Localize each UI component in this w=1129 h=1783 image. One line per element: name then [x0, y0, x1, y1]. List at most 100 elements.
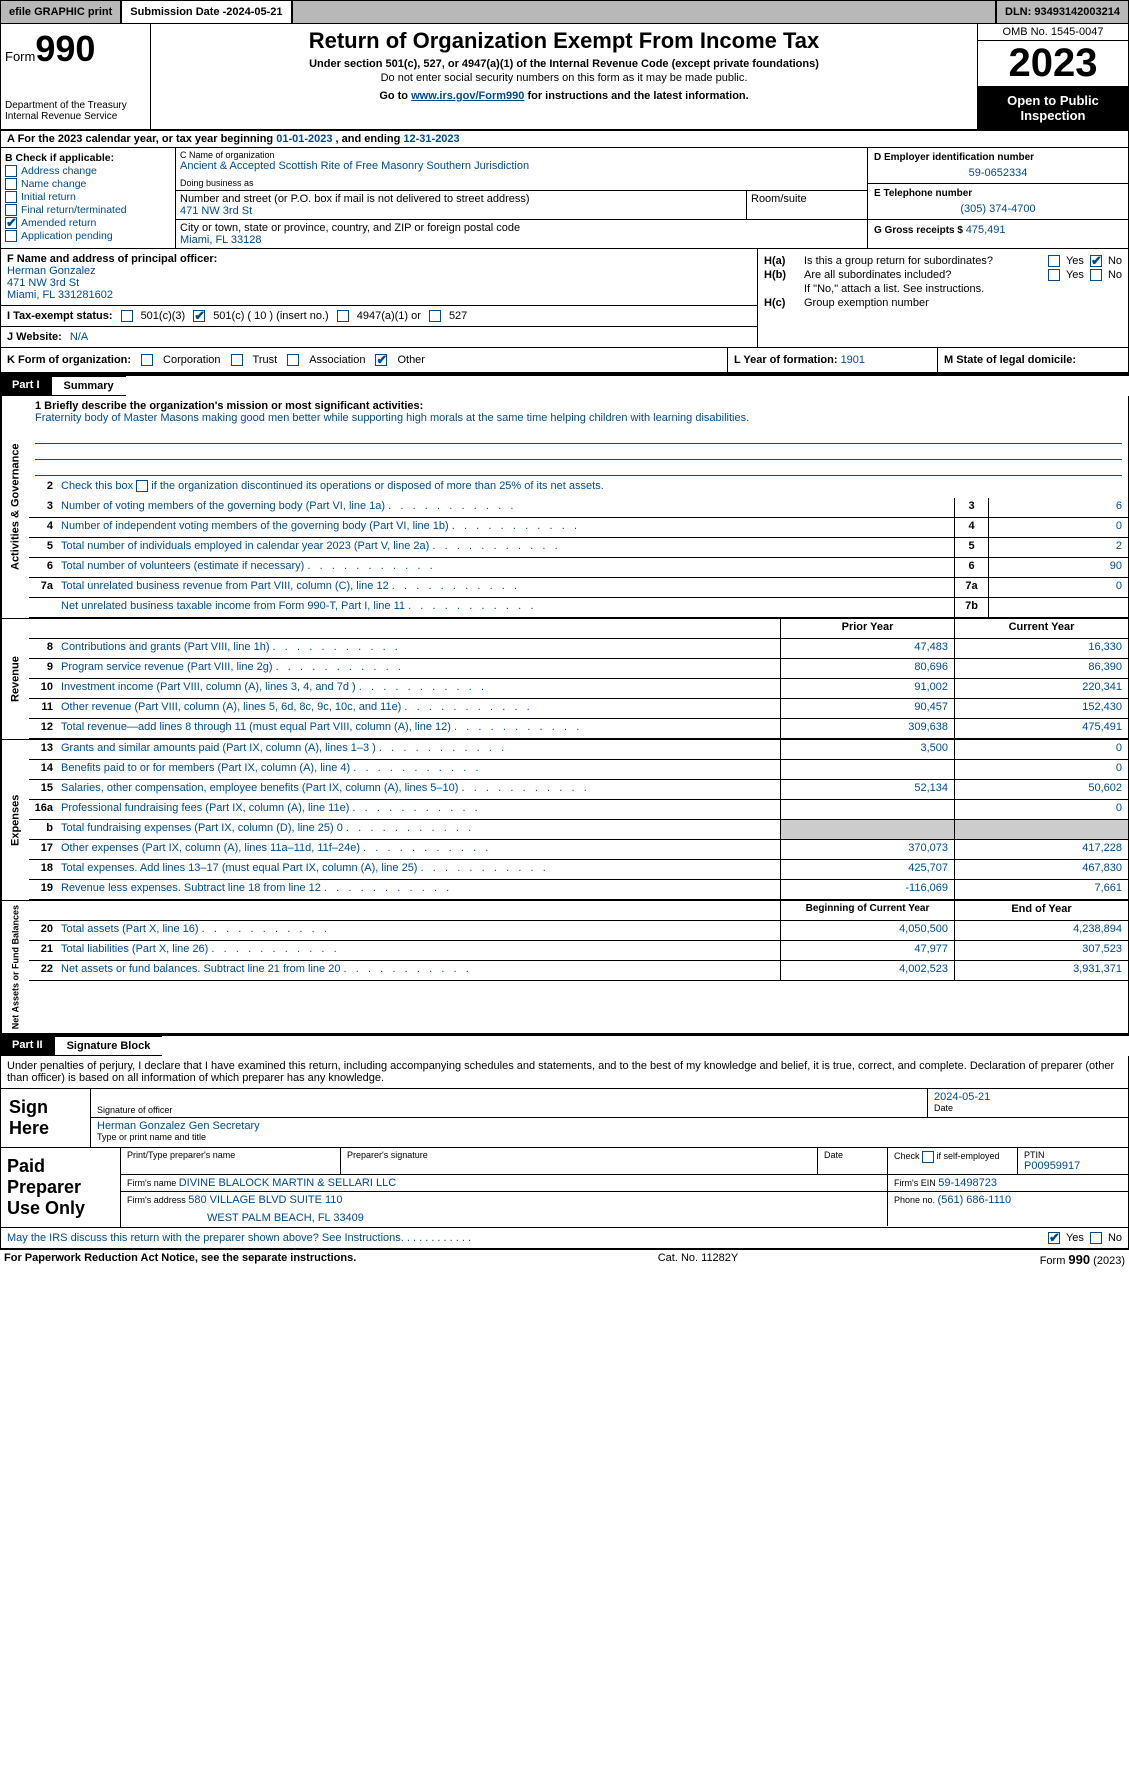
checkbox-icon[interactable]: [193, 310, 205, 322]
net-header: Beginning of Current Year End of Year: [29, 901, 1128, 921]
officer-addr2: Miami, FL 331281602: [7, 289, 751, 301]
room-label: Room/suite: [751, 193, 863, 205]
sig-date-cell: 2024-05-21 Date: [928, 1089, 1128, 1117]
chk-amended-return[interactable]: Amended return: [5, 217, 171, 229]
chk-initial-return[interactable]: Initial return: [5, 191, 171, 203]
checkbox-icon[interactable]: [287, 354, 299, 366]
goto-pre: Go to: [379, 90, 411, 102]
chk-label: Final return/terminated: [21, 204, 127, 216]
checkbox-icon[interactable]: [136, 480, 148, 492]
firm-ein-cell: Firm's EIN 59-1498723: [888, 1175, 1128, 1191]
box-b-label: B Check if applicable:: [5, 152, 171, 164]
checkbox-icon[interactable]: [121, 310, 133, 322]
firm-name: DIVINE BLALOCK MARTIN & SELLARI LLC: [179, 1177, 396, 1189]
j-label: J Website:: [7, 331, 62, 343]
efile-print[interactable]: efile GRAPHIC print: [1, 1, 122, 23]
header-right: OMB No. 1545-0047 2023 Open to Public In…: [978, 24, 1128, 129]
box-c: C Name of organization Ancient & Accepte…: [176, 148, 868, 248]
line-17: 17Other expenses (Part IX, column (A), l…: [29, 840, 1128, 860]
chk-final-return[interactable]: Final return/terminated: [5, 204, 171, 216]
checkbox-icon[interactable]: [429, 310, 441, 322]
sig-date-label: Date: [934, 1103, 1122, 1113]
checkbox-icon: [5, 165, 17, 177]
row-a-begin: 01-01-2023: [276, 133, 332, 145]
box-k: K Form of organization: Corporation Trus…: [1, 348, 728, 372]
may-irs-yn: Yes No: [1048, 1232, 1122, 1244]
checkbox-icon[interactable]: [1048, 1232, 1060, 1244]
checkbox-icon[interactable]: [1048, 255, 1060, 267]
checkbox-icon[interactable]: [1090, 1232, 1102, 1244]
mission-value: Fraternity body of Master Masons making …: [35, 412, 1122, 424]
checkbox-icon[interactable]: [141, 354, 153, 366]
checkbox-icon[interactable]: [337, 310, 349, 322]
checkbox-icon[interactable]: [1090, 255, 1102, 267]
room-cell: Room/suite: [747, 191, 867, 219]
firm-phone: (561) 686-1110: [938, 1194, 1012, 1206]
checkbox-icon[interactable]: [1048, 269, 1060, 281]
checkbox-icon[interactable]: [922, 1151, 934, 1163]
prep-date-label: Date: [824, 1150, 881, 1160]
line-5: 5Total number of individuals employed in…: [29, 538, 1128, 558]
k-label: K Form of organization:: [7, 354, 131, 366]
submission-date: Submission Date - 2024-05-21: [122, 1, 292, 23]
form-num: 990: [35, 28, 95, 69]
footer-cat: Cat. No. 11282Y: [658, 1252, 739, 1267]
part-2-num: Part II: [0, 1036, 55, 1054]
line-14: 14Benefits paid to or for members (Part …: [29, 760, 1128, 780]
hb-text: Are all subordinates included?: [804, 269, 1048, 281]
chk-app-pending[interactable]: Application pending: [5, 230, 171, 242]
k-assoc: Association: [309, 354, 365, 366]
line-4: 4Number of independent voting members of…: [29, 518, 1128, 538]
i-4947: 4947(a)(1) or: [357, 310, 421, 322]
net-body: Beginning of Current Year End of Year 20…: [29, 901, 1128, 1033]
goto-line: Go to www.irs.gov/Form990 for instructio…: [157, 90, 971, 102]
k-trust: Trust: [253, 354, 278, 366]
box-d: D Employer identification number 59-0652…: [868, 148, 1128, 248]
city-value: Miami, FL 33128: [180, 234, 863, 246]
officer-label: F Name and address of principal officer:: [7, 253, 751, 265]
checkbox-icon[interactable]: [231, 354, 243, 366]
k-other: Other: [397, 354, 425, 366]
part-2-title: Signature Block: [55, 1035, 163, 1055]
section-net-assets: Net Assets or Fund Balances Beginning of…: [0, 901, 1129, 1034]
paid-row-3: Firm's address 580 VILLAGE BLVD SUITE 11…: [121, 1192, 1128, 1226]
phone-value: (305) 374-4700: [874, 203, 1122, 215]
footer-form-year: (2023): [1090, 1255, 1125, 1267]
hb-label: H(b): [764, 269, 804, 281]
paid-right: Print/Type preparer's name Preparer's si…: [121, 1148, 1128, 1227]
row-a-pre: A For the 2023 calendar year, or tax yea…: [7, 133, 276, 145]
line-7a: 7aTotal unrelated business revenue from …: [29, 578, 1128, 598]
boxes-bcd: B Check if applicable: Address change Na…: [0, 148, 1129, 249]
line-11: 11Other revenue (Part VIII, column (A), …: [29, 699, 1128, 719]
prep-self-cell: Check if self-employed: [888, 1148, 1018, 1174]
line-22: 22Net assets or fund balances. Subtract …: [29, 961, 1128, 981]
prep-name-label: Print/Type preparer's name: [127, 1150, 334, 1160]
k-corp: Corporation: [163, 354, 220, 366]
mission-rule: [35, 462, 1122, 476]
checkbox-icon: [5, 230, 17, 242]
ha-text: Is this a group return for subordinates?: [804, 255, 1048, 267]
chk-address-change[interactable]: Address change: [5, 165, 171, 177]
gross-label: G Gross receipts $: [874, 225, 966, 236]
checkbox-icon[interactable]: [1090, 269, 1102, 281]
omb-number: OMB No. 1545-0047: [978, 24, 1128, 41]
ha-yn: Yes No: [1048, 255, 1122, 267]
hc-text: Group exemption number: [804, 297, 1122, 309]
chk-name-change[interactable]: Name change: [5, 178, 171, 190]
goto-link[interactable]: www.irs.gov/Form990: [411, 90, 524, 102]
checkbox-icon[interactable]: [375, 354, 387, 366]
h-b-note: If "No," attach a list. See instructions…: [764, 283, 1122, 295]
may-irs-discuss: May the IRS discuss this return with the…: [0, 1228, 1129, 1250]
form-word: Form: [5, 49, 35, 64]
sig-officer-cell: Signature of officer: [91, 1089, 928, 1117]
line-6: 6Total number of volunteers (estimate if…: [29, 558, 1128, 578]
row-i: I Tax-exempt status: 501(c)(3) 501(c) ( …: [1, 305, 757, 326]
mission-rule: [35, 430, 1122, 444]
dln-label: DLN:: [1005, 6, 1034, 18]
section-revenue: Revenue Prior Year Current Year 8Contrib…: [0, 619, 1129, 740]
org-name: Ancient & Accepted Scottish Rite of Free…: [180, 160, 863, 172]
goto-post: for instructions and the latest informat…: [524, 90, 748, 102]
line-16a: 16aProfessional fundraising fees (Part I…: [29, 800, 1128, 820]
governance-body: 1 Briefly describe the organization's mi…: [29, 396, 1128, 618]
line-9: 9Program service revenue (Part VIII, lin…: [29, 659, 1128, 679]
